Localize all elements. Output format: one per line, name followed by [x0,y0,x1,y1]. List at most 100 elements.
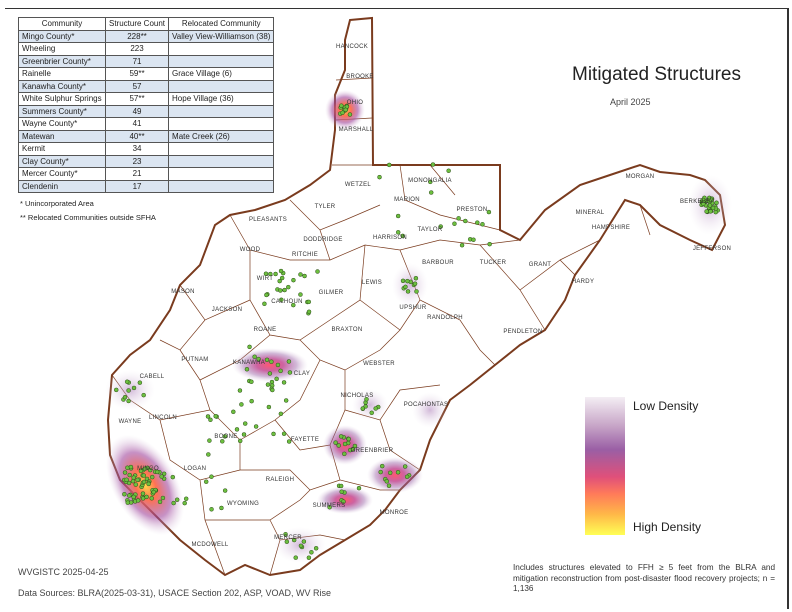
county-label: UPSHUR [399,305,427,311]
structure-point [281,380,287,385]
structure-point [701,201,706,206]
structure-point [438,224,443,229]
structure-point [267,371,273,376]
structure-point [360,406,366,411]
county-label: MINERAL [575,210,605,216]
table-row: Mercer County* 21 [18,167,275,181]
structure-point [709,197,714,203]
structure-point [237,438,243,444]
county-label: RALEIGH [265,477,295,483]
structure-point [147,467,153,473]
structure-point [135,477,140,483]
count-cell: 49 [104,104,170,118]
count-cell: 71 [104,54,170,68]
structure-point [141,392,146,398]
count-cell: 59** [104,67,170,81]
community-cell: Rainelle [18,67,106,81]
structure-point [206,452,211,457]
county-label: MINGO [137,466,159,472]
structure-point [203,479,209,484]
structure-point [286,284,291,290]
structure-point [430,162,436,167]
structure-point [122,394,128,400]
map-title: Mitigated Structures [572,64,741,85]
map-frame [5,8,789,609]
structure-point [239,402,244,407]
structure-point [301,539,307,544]
structure-point [333,440,338,445]
community-cell: Matewan [18,129,106,143]
structure-point [428,190,434,195]
county-label: JACKSON [211,307,243,313]
structure-point [315,269,320,274]
structure-point [369,410,374,416]
structure-point [327,504,332,510]
structure-point [338,434,344,439]
structure-point [291,537,297,543]
structure-point [273,271,278,277]
structure-point [384,479,390,484]
map-date: April 2025 [610,97,651,107]
structure-point [244,366,250,372]
structure-point [343,107,348,113]
structure-point [395,469,401,475]
county-label: MONONGALIA [408,178,452,184]
county-label: WOOD [239,247,261,253]
structure-point [231,409,236,415]
structure-point [142,466,147,472]
structure-point [128,464,134,470]
structure-point [222,488,228,493]
structure-point [271,431,276,437]
structure-point [209,507,214,512]
heat-mingo [105,434,185,536]
structure-point [386,483,392,489]
structure-point [237,388,243,393]
table-row: Wayne County* 41 [18,117,275,131]
structure-point [377,174,382,180]
table-header: Community [18,17,106,31]
table-row: Kanawha County* 57 [18,79,275,93]
structure-point [146,481,151,487]
county-label: TUCKER [479,260,507,266]
heat-wss [367,457,423,493]
county-label: GILMER [318,290,344,296]
county-label: WEBSTER [363,361,395,367]
structure-point [298,292,303,297]
structure-point [126,388,131,393]
note-unincorporated: * Unincorporated Area [20,199,94,208]
community-table: Community Structure Count Relocated Commun… [18,17,275,193]
structure-point [708,209,713,214]
relocated-cell: Valley View-Williamson (38) [168,29,275,43]
note-relocated: ** Relocated Communities outside SFHA [20,213,156,222]
structure-point [264,292,269,298]
heat-upshur [392,263,428,307]
count-cell: 21 [104,167,170,181]
structure-point [161,471,167,477]
structure-point [183,496,189,502]
county-label: NICHOLAS [340,393,374,399]
county-label: JEFFERSON [692,246,732,252]
structure-point [157,499,163,505]
structure-point [131,475,136,480]
structure-point [160,495,166,501]
structure-point [113,387,119,393]
structure-point [170,474,176,480]
structure-point [265,382,271,387]
structure-point [279,297,284,303]
community-cell: White Sulphur Springs [18,92,106,106]
structure-point [278,411,284,417]
structure-point [274,376,279,382]
structure-point [281,431,287,436]
relocated-cell [168,54,275,68]
structure-point [471,237,476,243]
structure-point [452,221,457,226]
structure-point [278,268,284,274]
structure-point [249,398,254,404]
county-boundaries [111,77,651,576]
structure-point [459,242,465,248]
table-row: White Sulphur Springs 57** Hope Village (3… [18,92,275,106]
structure-point [403,284,408,290]
relocated-cell: Mate Creek (26) [168,129,275,143]
structure-point [138,468,144,474]
relocated-cell [168,154,275,168]
